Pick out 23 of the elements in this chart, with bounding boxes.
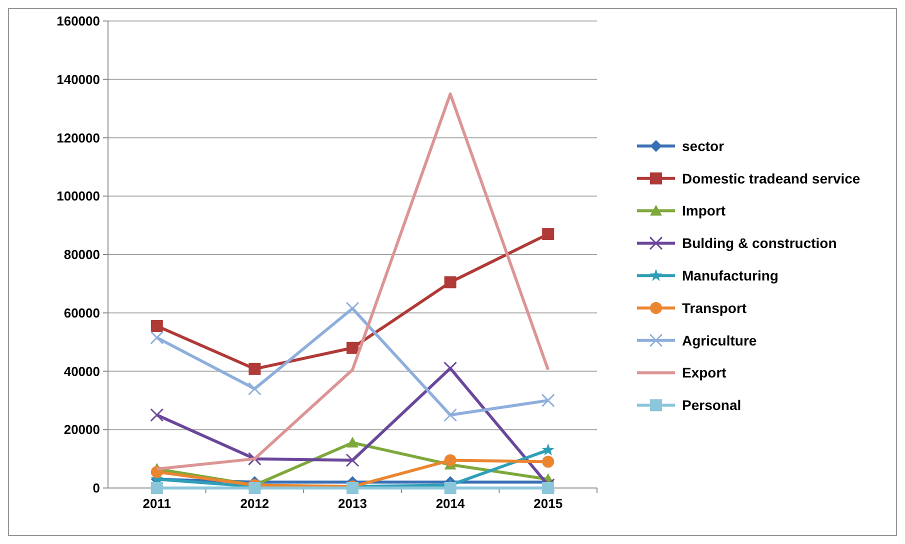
legend-label: Agriculture: [682, 332, 757, 348]
legend-label: Personal: [682, 397, 742, 414]
legend-label: Bulding & construction: [682, 235, 837, 252]
x-tick-label: 2012: [240, 496, 270, 511]
x-tick-label: 2013: [338, 496, 367, 511]
y-tick-label: 120000: [56, 130, 100, 146]
legend-label: Transport: [682, 300, 747, 316]
legend-label: sector: [682, 138, 725, 154]
y-tick-label: 0: [92, 480, 100, 496]
y-tick-label: 20000: [64, 422, 100, 438]
x-tick-label: 2011: [142, 496, 171, 511]
y-tick-label: 80000: [64, 247, 100, 262]
legend-label: Manufacturing: [682, 268, 778, 284]
y-tick-label: 40000: [64, 364, 100, 379]
y-tick-label: 140000: [56, 72, 100, 87]
legend-label: Domestic tradeand service: [682, 170, 860, 186]
x-tick-label: 2014: [436, 496, 466, 511]
y-tick-label: 60000: [64, 305, 100, 320]
x-tick-label: 2015: [534, 496, 563, 511]
legend-label: Export: [682, 364, 727, 381]
y-tick-label: 100000: [56, 188, 100, 204]
y-tick-label: 160000: [56, 14, 100, 29]
legend-label: Import: [682, 202, 726, 219]
